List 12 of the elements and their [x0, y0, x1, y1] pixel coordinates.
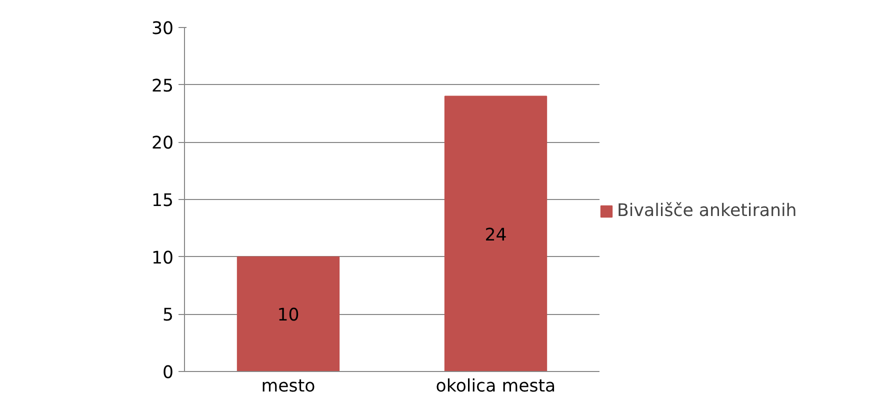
- data-label: 10: [277, 306, 300, 326]
- y-tick-label: 5: [162, 306, 174, 326]
- y-tick-label: 30: [151, 19, 174, 39]
- y-tick-label: 15: [151, 191, 174, 211]
- y-tick-label: 20: [151, 134, 174, 154]
- y-tick-label: 10: [151, 248, 174, 268]
- legend-label: Bivališče anketiranih: [617, 201, 797, 221]
- data-label: 24: [484, 225, 507, 246]
- y-tick-label: 0: [162, 363, 174, 383]
- x-tick-label: mesto: [261, 376, 316, 396]
- x-tick-label: okolica mesta: [436, 376, 556, 396]
- y-tick-label: 25: [151, 76, 174, 96]
